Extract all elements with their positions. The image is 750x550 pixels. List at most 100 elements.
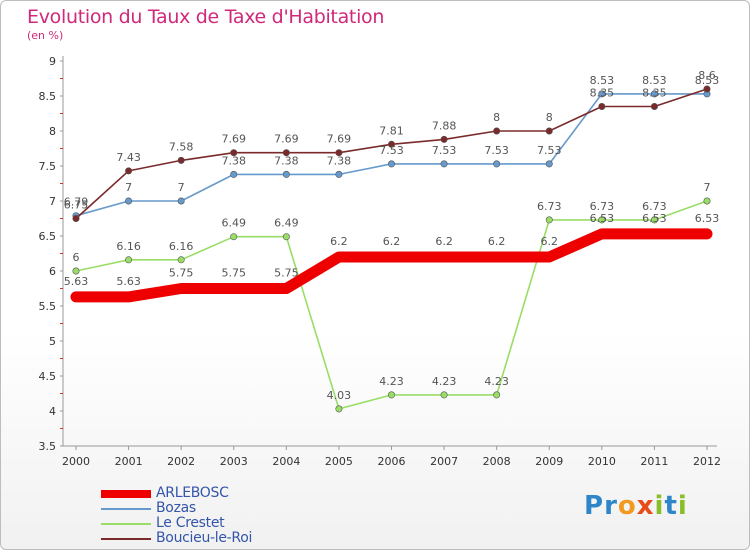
data-point (387, 140, 395, 148)
x-tick-label: 2000 (62, 455, 90, 468)
data-point (125, 167, 133, 175)
y-tick-label: 4.5 (39, 370, 57, 383)
data-label: 6.2 (541, 235, 559, 248)
data-label: 6.75 (64, 199, 89, 212)
logo-letter: x (636, 491, 655, 521)
data-point (598, 216, 606, 224)
data-point (545, 127, 553, 135)
data-point (72, 215, 80, 223)
data-point (125, 197, 133, 205)
data-point (598, 103, 606, 111)
y-tick-label: 8 (49, 125, 56, 138)
data-label: 5.75 (222, 267, 247, 280)
data-label: 6.2 (330, 235, 348, 248)
legend-label: Boucieu-le-Roi (156, 530, 253, 546)
x-tick-label: 2009 (535, 455, 563, 468)
data-label: 6.49 (274, 217, 299, 230)
data-label: 7.53 (537, 144, 562, 157)
chart-subtitle: (en %) (27, 29, 64, 42)
data-label: 7.58 (169, 140, 194, 153)
y-tick-label: 8.5 (39, 90, 57, 103)
legend-label: Bozas (156, 500, 196, 516)
data-point (650, 90, 658, 98)
data-point (650, 216, 658, 224)
legend-label: Le Crestet (156, 515, 225, 531)
data-label: 6.16 (116, 240, 141, 253)
data-label: 7.69 (327, 133, 352, 146)
data-label: 8.35 (642, 87, 667, 100)
data-point (72, 267, 80, 275)
data-point (335, 149, 343, 157)
data-label: 4.23 (484, 375, 509, 388)
x-tick-label: 2006 (378, 455, 406, 468)
data-label: 8.53 (695, 74, 720, 87)
logo-letter: r (604, 491, 618, 521)
data-label: 7.43 (116, 151, 141, 164)
x-tick-label: 2011 (640, 455, 668, 468)
data-label: 6.49 (222, 217, 247, 230)
data-label: 6.2 (383, 235, 401, 248)
legend-swatch (101, 538, 151, 540)
data-label: 7.53 (379, 144, 404, 157)
legend-label: ARLEBOSC (156, 485, 229, 501)
data-label: 5.63 (116, 275, 141, 288)
x-tick-label: 2010 (588, 455, 616, 468)
data-label: 6.53 (642, 212, 667, 225)
data-point (387, 160, 395, 168)
data-point (440, 135, 448, 143)
logo-letter: P (584, 491, 605, 521)
y-tick-label: 7 (49, 195, 56, 208)
data-point (650, 103, 658, 111)
data-label: 7.53 (484, 144, 509, 157)
data-point (335, 405, 343, 413)
data-point (493, 391, 501, 399)
data-point (493, 127, 501, 135)
data-label: 5.75 (274, 267, 299, 280)
data-label: 8.35 (590, 87, 615, 100)
data-point (125, 256, 133, 264)
data-label: 7.69 (222, 133, 247, 146)
chart-title: Evolution du Taux de Taxe d'Habitation (27, 6, 385, 28)
data-label: 8.6 (698, 69, 716, 82)
data-label: 7.81 (379, 124, 404, 137)
proxiti-logo: Proxiti (584, 491, 688, 521)
data-point (282, 170, 290, 178)
logo-letter: t (664, 491, 678, 521)
data-label: 8.53 (642, 74, 667, 87)
y-tick-label: 3.5 (39, 440, 57, 453)
data-label: 7.53 (432, 144, 457, 157)
y-tick-label: 5.5 (39, 300, 57, 313)
x-tick-label: 2008 (483, 455, 511, 468)
data-label: 6.73 (642, 200, 667, 213)
data-label: 7.38 (274, 154, 299, 167)
data-point (335, 170, 343, 178)
data-point (177, 156, 185, 164)
data-point (545, 160, 553, 168)
data-point (230, 149, 238, 157)
logo-letter: i (677, 491, 688, 521)
data-label: 7.38 (327, 154, 352, 167)
data-point (703, 85, 711, 93)
data-label: 6.16 (169, 240, 194, 253)
data-labels: 6.797 77.38 7.38 7.387.53 7.53 7.53 7.538.53 8.… (64, 69, 720, 402)
y-tick-label: 5 (49, 335, 56, 348)
data-point (440, 160, 448, 168)
data-label: 6 (73, 251, 80, 264)
data-point (598, 90, 606, 98)
x-tick-label: 2003 (220, 455, 248, 468)
data-label: 6.73 (537, 200, 562, 213)
data-point (387, 391, 395, 399)
data-point (545, 216, 553, 224)
x-tick-label: 2004 (272, 455, 300, 468)
data-label: 8.53 (590, 74, 615, 87)
y-tick-label: 9 (49, 55, 56, 68)
legend-swatch (101, 490, 151, 498)
data-label: 4.03 (327, 389, 352, 402)
logo-letter: i (654, 491, 665, 521)
logo-letter: o (617, 491, 637, 521)
data-label: 8 (493, 111, 500, 124)
x-tick-label: 2012 (693, 455, 721, 468)
data-label: 7 (178, 181, 185, 194)
